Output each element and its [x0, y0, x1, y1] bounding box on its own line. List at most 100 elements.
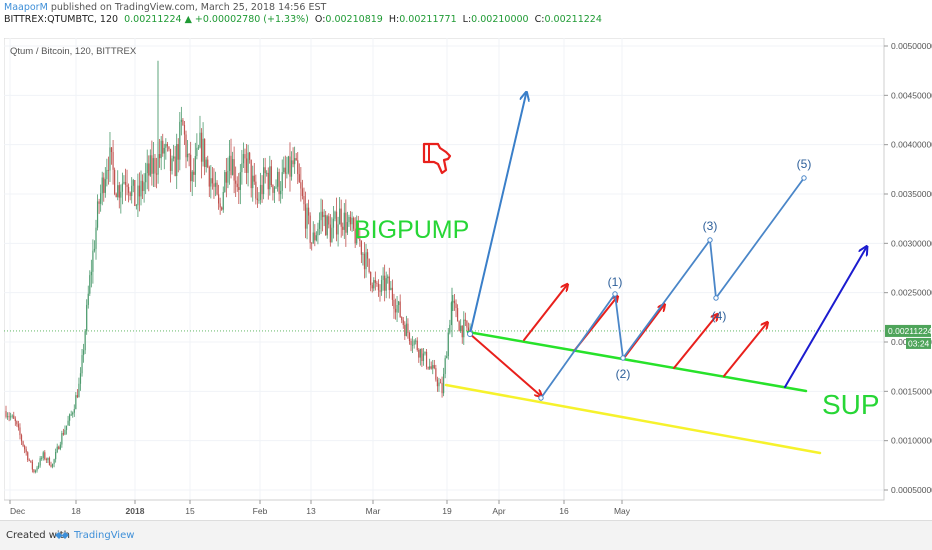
x-tick-label: Mar	[366, 506, 381, 516]
candle-body	[266, 172, 268, 174]
chart-area[interactable]: (1) (2) (3) (4) (5) BIGPUMP SUP 0.00500000 0.00…	[3, 37, 932, 520]
x-tick-label: 16	[559, 506, 569, 516]
wave-label: (2)	[616, 367, 631, 381]
candle-body	[300, 182, 302, 189]
candle-body	[120, 191, 122, 198]
candle-body	[86, 304, 88, 332]
thumbs-down-icon	[422, 142, 452, 175]
candle-body	[314, 232, 316, 241]
candle-body	[396, 304, 398, 313]
y-tick-label: 0.00100000	[891, 436, 932, 446]
candle-body	[318, 220, 321, 229]
chart-title: Qtum / Bitcoin, 120, BITTREX	[10, 46, 137, 57]
candle-body	[196, 147, 198, 157]
candle-body	[408, 332, 411, 342]
candle-body	[467, 327, 470, 331]
wave-label: (3)	[703, 219, 718, 233]
candle-body	[456, 307, 459, 322]
candle-body	[233, 159, 235, 181]
candle-body	[221, 207, 223, 210]
candle-body	[452, 300, 454, 303]
candle-body	[33, 469, 35, 472]
candle-body	[51, 463, 54, 467]
candle-body	[290, 160, 293, 177]
x-tick-label: 18	[71, 506, 81, 516]
candle-body	[106, 169, 108, 180]
candle-body	[269, 166, 271, 190]
candle-body	[73, 409, 75, 413]
candle-body	[441, 383, 443, 394]
candle-body	[89, 275, 91, 294]
candle-body	[172, 156, 175, 159]
candle-body	[292, 160, 294, 165]
candle-body	[231, 159, 234, 175]
candle-body	[241, 163, 243, 173]
candle-body	[263, 167, 265, 195]
last-price-tag	[885, 324, 931, 337]
candle-body	[117, 185, 119, 198]
y-tick-label: 0.00300000	[891, 238, 932, 248]
candle-body	[309, 215, 311, 243]
candle-body	[6, 416, 9, 418]
candle-body	[177, 144, 179, 160]
candle-body	[461, 325, 463, 338]
candle-body	[252, 175, 254, 189]
tradingview-brand-link[interactable]: TradingView	[74, 530, 135, 541]
author-link[interactable]: MaaporM	[4, 2, 48, 13]
candle-body	[166, 143, 168, 147]
candle-body	[53, 459, 55, 464]
candle-body	[31, 461, 33, 470]
candle-body	[261, 184, 263, 195]
candle-body	[351, 217, 353, 225]
candle-body	[377, 283, 380, 291]
candle-body	[436, 379, 439, 387]
candle-body	[11, 415, 13, 417]
candle-body	[190, 154, 192, 182]
wave-point	[538, 395, 544, 401]
candle-body	[183, 125, 186, 135]
candle-body	[398, 301, 400, 305]
candle-body	[72, 412, 74, 415]
candle-body	[110, 147, 113, 152]
candle-body	[334, 211, 336, 219]
candle-body	[340, 208, 342, 227]
candle-body	[283, 167, 285, 173]
candle-body	[13, 415, 15, 419]
candle-body	[174, 156, 176, 177]
y-axis: 0.00500000 0.00450000 0.00400000 0.00350000…	[883, 38, 932, 500]
y-tick-label: 0.00150000	[891, 386, 932, 396]
candles	[5, 60, 471, 474]
wave-point	[801, 175, 807, 181]
up-triangle-icon: ▲	[184, 14, 192, 25]
candle-body	[368, 258, 370, 273]
candle-body	[228, 155, 231, 171]
candle-body	[346, 222, 349, 233]
candle-body	[384, 275, 386, 291]
candle-body	[298, 174, 300, 183]
high-value: 0.00211771	[399, 14, 457, 25]
candle-body	[385, 278, 387, 291]
candle-body	[98, 201, 100, 204]
up-arrow	[723, 323, 767, 377]
candle-body	[343, 212, 345, 230]
wave-label: (5)	[797, 157, 812, 171]
wave-point	[467, 331, 473, 337]
candle-body	[421, 348, 423, 361]
candle-body	[219, 203, 221, 208]
candle-body	[48, 457, 51, 466]
candle-body	[207, 159, 209, 168]
candle-body	[140, 180, 142, 197]
open-value: 0.00210819	[325, 14, 383, 25]
candle-body	[239, 172, 241, 191]
candle-body	[447, 332, 449, 357]
candle-body	[337, 224, 339, 235]
candle-body	[137, 185, 139, 206]
candle-body	[193, 171, 195, 175]
candle-body	[439, 382, 442, 384]
candle-body	[425, 351, 428, 367]
lower-line	[444, 383, 822, 455]
candle-body	[323, 214, 325, 218]
candle-body	[379, 290, 381, 292]
candle-body	[328, 216, 330, 225]
